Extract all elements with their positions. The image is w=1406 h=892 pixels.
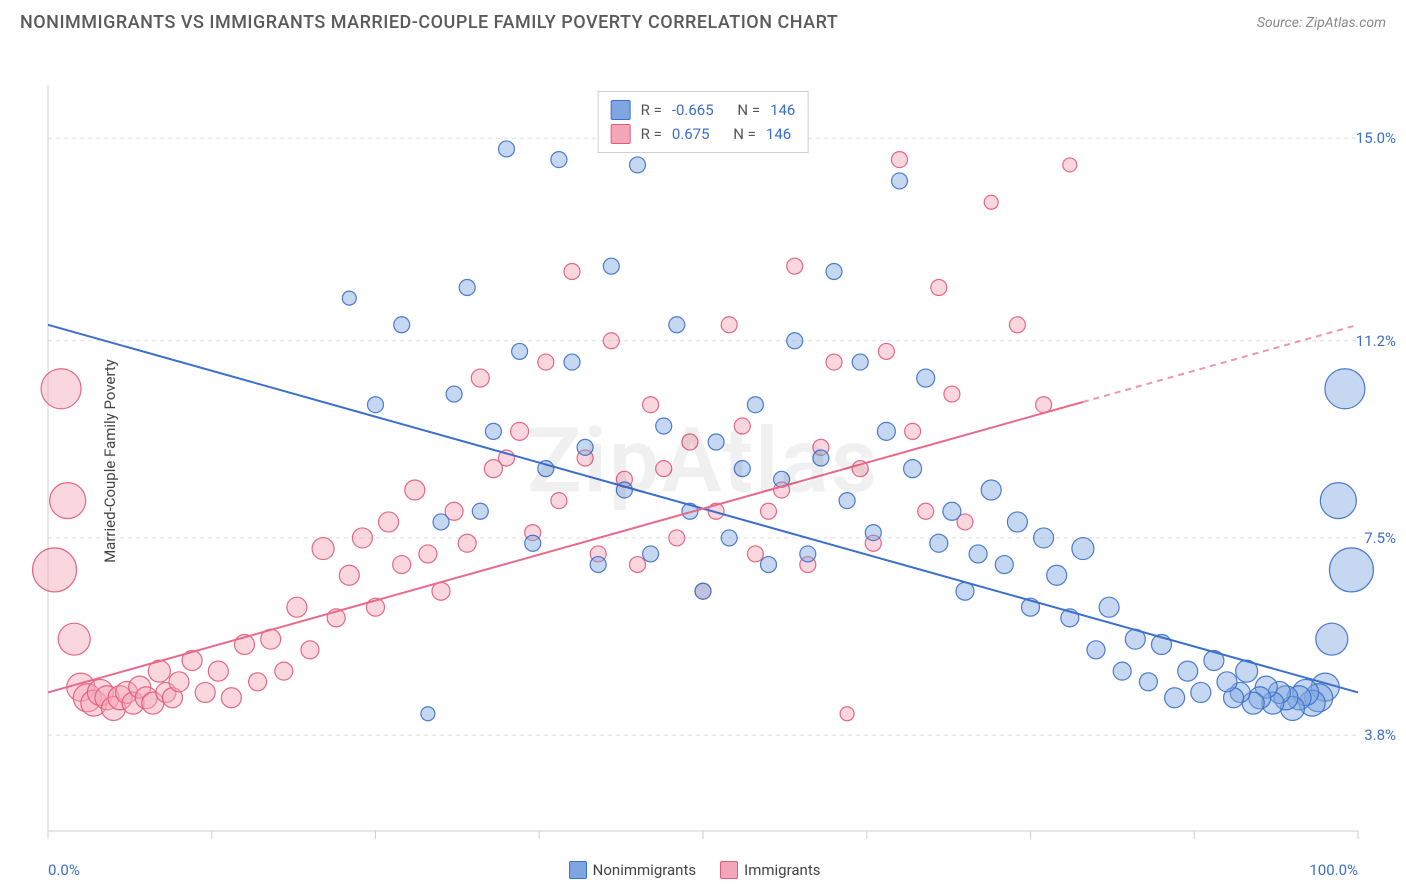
swatch-immigrants-icon: [611, 124, 631, 144]
n-label: N =: [733, 122, 756, 146]
n-label: N =: [737, 98, 760, 122]
correlation-stats-box: R = -0.665 N = 146 R = 0.675 N = 146: [598, 91, 809, 153]
x-axis-max-label: 100.0%: [1309, 861, 1358, 879]
y-tick-label: 3.8%: [1364, 726, 1396, 744]
r-label: R =: [641, 98, 662, 122]
legend-swatch-immigrants-icon: [720, 861, 738, 879]
chart-header: NONIMMIGRANTS VS IMMIGRANTS MARRIED-COUP…: [0, 0, 1406, 41]
x-axis-footer: 0.0% Nonimmigrants Immigrants 100.0%: [0, 861, 1406, 879]
n-value: 146: [770, 98, 795, 122]
legend-swatch-nonimmigrants-icon: [569, 861, 587, 879]
y-tick-label: 7.5%: [1364, 529, 1396, 547]
y-tick-label: 11.2%: [1356, 332, 1396, 350]
x-axis-min-label: 0.0%: [48, 861, 80, 879]
source-prefix: Source:: [1257, 15, 1306, 31]
source-name: ZipAtlas.com: [1306, 15, 1386, 31]
y-axis-label: Married-Couple Family Poverty: [101, 359, 119, 563]
stats-row-immigrants: R = 0.675 N = 146: [611, 122, 796, 146]
r-value: -0.665: [672, 98, 714, 122]
swatch-nonimmigrants-icon: [611, 100, 631, 120]
stats-row-nonimmigrants: R = -0.665 N = 146: [611, 98, 796, 122]
legend-item-nonimmigrants: Nonimmigrants: [569, 861, 696, 879]
r-value: 0.675: [672, 122, 710, 146]
y-tick-label: 15.0%: [1356, 129, 1396, 147]
source-attribution: Source: ZipAtlas.com: [1257, 15, 1386, 31]
legend-item-immigrants: Immigrants: [720, 861, 820, 879]
n-value: 146: [766, 122, 791, 146]
chart-title: NONIMMIGRANTS VS IMMIGRANTS MARRIED-COUP…: [20, 12, 838, 33]
legend-label: Immigrants: [744, 861, 820, 879]
scatter-chart-svg: [0, 41, 1406, 881]
r-label: R =: [641, 122, 662, 146]
legend-label: Nonimmigrants: [593, 861, 696, 879]
chart-area: Married-Couple Family Poverty 15.0% 11.2%…: [0, 41, 1406, 881]
series-legend: Nonimmigrants Immigrants: [569, 861, 821, 879]
